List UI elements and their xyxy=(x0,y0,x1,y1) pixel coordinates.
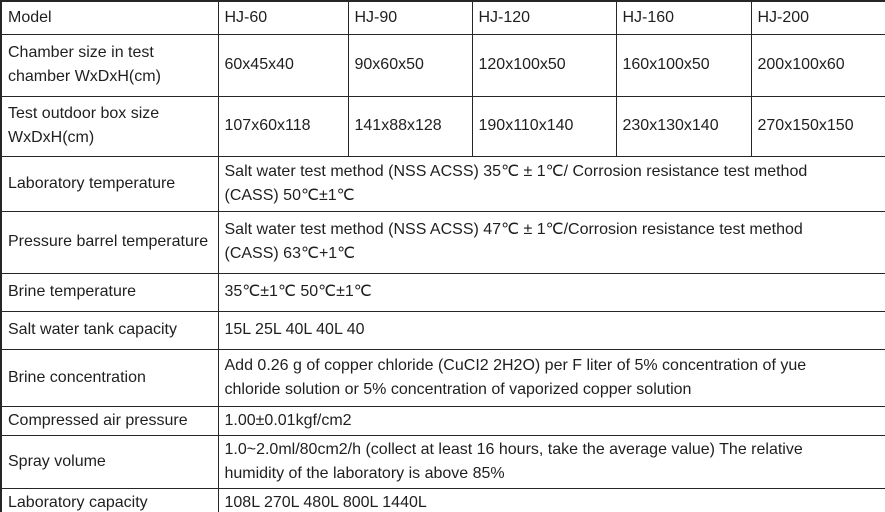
tank-capacity-value: 15L 25L 40L 40L 40 xyxy=(217,310,885,350)
outdoor-box-cell-4: 230x130x140 xyxy=(615,95,752,157)
chamber-size-cell-1: 60x45x40 xyxy=(217,33,349,97)
row-chamber-size: Chamber size in test chamber WxDxH(cm) 6… xyxy=(0,33,885,97)
model-cell-3: HJ-120 xyxy=(471,0,617,35)
outdoor-box-cell-3: 190x110x140 xyxy=(471,95,617,157)
model-cell-2: HJ-90 xyxy=(347,0,473,35)
row-label-brine-temperature: Brine temperature xyxy=(0,272,219,312)
chamber-size-cell-2: 90x60x50 xyxy=(347,33,473,97)
row-lab-temperature: Laboratory temperature Salt water test m… xyxy=(0,155,885,212)
outdoor-box-cell-5: 270x150x150 xyxy=(750,95,885,157)
row-label-lab-temperature: Laboratory temperature xyxy=(0,155,219,212)
row-label-model: Model xyxy=(0,0,219,35)
row-lab-capacity: Laboratory capacity 108L 270L 480L 800L … xyxy=(0,487,885,512)
lab-capacity-value: 108L 270L 480L 800L 1440L xyxy=(217,487,885,512)
pressure-barrel-value: Salt water test method (NSS ACSS) 47℃ ± … xyxy=(217,210,885,274)
row-outdoor-box-size: Test outdoor box size WxDxH(cm) 107x60x1… xyxy=(0,95,885,157)
row-label-tank-capacity: Salt water tank capacity xyxy=(0,310,219,350)
row-air-pressure: Compressed air pressure 1.00±0.01kgf/cm2 xyxy=(0,405,885,436)
row-label-outdoor-box-size: Test outdoor box size WxDxH(cm) xyxy=(0,95,219,157)
row-brine-concentration: Brine concentration Add 0.26 g of copper… xyxy=(0,348,885,407)
model-cell-1: HJ-60 xyxy=(217,0,349,35)
row-label-air-pressure: Compressed air pressure xyxy=(0,405,219,436)
model-cell-5: HJ-200 xyxy=(750,0,885,35)
row-spray-volume: Spray volume 1.0~2.0ml/80cm2/h (collect … xyxy=(0,434,885,489)
air-pressure-value: 1.00±0.01kgf/cm2 xyxy=(217,405,885,436)
row-label-pressure-barrel: Pressure barrel temperature xyxy=(0,210,219,274)
row-label-chamber-size: Chamber size in test chamber WxDxH(cm) xyxy=(0,33,219,97)
row-label-lab-capacity: Laboratory capacity xyxy=(0,487,219,512)
row-label-brine-concentration: Brine concentration xyxy=(0,348,219,407)
lab-temperature-value: Salt water test method (NSS ACSS) 35℃ ± … xyxy=(217,155,885,212)
row-model: Model HJ-60 HJ-90 HJ-120 HJ-160 HJ-200 xyxy=(0,0,885,35)
row-pressure-barrel-temperature: Pressure barrel temperature Salt water t… xyxy=(0,210,885,274)
outdoor-box-cell-2: 141x88x128 xyxy=(347,95,473,157)
row-tank-capacity: Salt water tank capacity 15L 25L 40L 40L… xyxy=(0,310,885,350)
model-cell-4: HJ-160 xyxy=(615,0,752,35)
outdoor-box-cell-1: 107x60x118 xyxy=(217,95,349,157)
spray-volume-value: 1.0~2.0ml/80cm2/h (collect at least 16 h… xyxy=(217,434,885,489)
row-label-spray-volume: Spray volume xyxy=(0,434,219,489)
brine-concentration-value: Add 0.26 g of copper chloride (CuCI2 2H2… xyxy=(217,348,885,407)
chamber-size-cell-3: 120x100x50 xyxy=(471,33,617,97)
brine-temperature-value: 35℃±1℃ 50℃±1℃ xyxy=(217,272,885,312)
row-brine-temperature: Brine temperature 35℃±1℃ 50℃±1℃ xyxy=(0,272,885,312)
chamber-size-cell-4: 160x100x50 xyxy=(615,33,752,97)
chamber-size-cell-5: 200x100x60 xyxy=(750,33,885,97)
